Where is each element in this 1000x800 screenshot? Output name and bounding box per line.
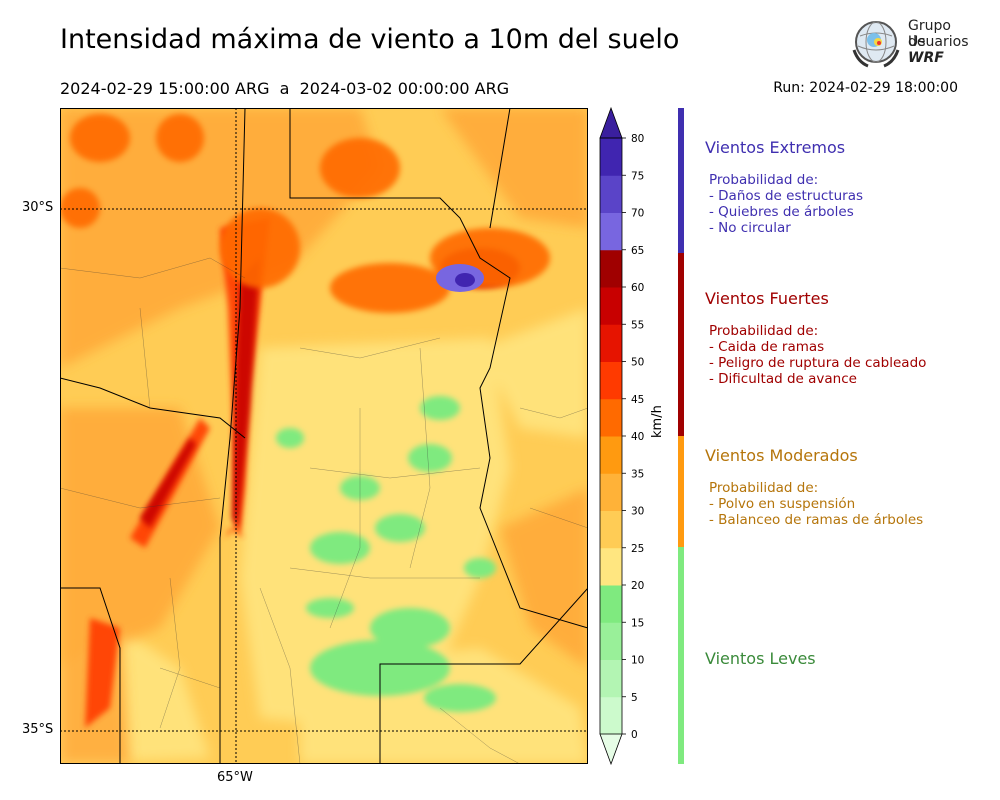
colorbar-segment	[600, 249, 622, 288]
run-timestamp: Run: 2024-02-29 18:00:00	[773, 80, 958, 96]
lon-label-65w: 65°W	[217, 770, 253, 785]
colorbar-unit: km/h	[650, 405, 665, 438]
legend-bar-moderados	[678, 436, 684, 547]
logo-text-line3: WRF	[908, 50, 944, 66]
colorbar-tick-label: 25	[631, 543, 644, 555]
colorbar-tick-label: 70	[631, 208, 644, 220]
category-item: - Peligro de ruptura de cableado	[709, 355, 927, 371]
colorbar-tick-label: 20	[631, 580, 644, 592]
category-title-fuertes: Vientos Fuertes	[705, 289, 829, 308]
legend-bar-leves	[678, 547, 684, 764]
colorbar-tick-label: 5	[631, 692, 638, 704]
category-intro: Probabilidad de:	[709, 480, 819, 496]
wind-map	[60, 108, 588, 764]
colorbar-tick-label: 30	[631, 506, 644, 518]
colorbar-segment	[600, 659, 622, 698]
colorbar-tick-label: 10	[631, 655, 644, 667]
colorbar-tick-label: 40	[631, 431, 644, 443]
logo-text-line1: Grupo de	[908, 18, 951, 50]
colorbar-tick-label: 35	[631, 468, 644, 480]
category-item: - Quiebres de árboles	[709, 204, 854, 220]
colorbar-segment	[600, 547, 622, 586]
category-title-leves: Vientos Leves	[705, 649, 816, 668]
colorbar-tick-label: 75	[631, 170, 644, 182]
colorbar-segment	[600, 622, 622, 660]
category-item: - Daños de estructuras	[709, 188, 864, 204]
category-title-moderados: Vientos Moderados	[705, 446, 858, 465]
colorbar-segment	[600, 175, 622, 213]
graticule	[60, 108, 588, 764]
lat-label-30s: 30°S	[22, 200, 54, 215]
category-title-extremos: Vientos Extremos	[705, 138, 846, 157]
colorbar-segment	[600, 324, 622, 362]
category-item: - No circular	[709, 220, 791, 236]
colorbar-segment	[600, 361, 622, 400]
colorbar-extend-min	[599, 733, 623, 766]
colorbar-segment	[600, 436, 622, 474]
colorbar-tick-label: 45	[631, 394, 644, 406]
colorbar-segment	[600, 473, 622, 511]
category-intro: Probabilidad de:	[709, 172, 819, 188]
colorbar-segment	[600, 398, 622, 437]
valid-period: 2024-02-29 15:00:00 ARG a 2024-03-02 00:…	[60, 79, 510, 98]
legend-bar-fuertes	[678, 253, 684, 436]
colorbar-segment	[600, 287, 622, 325]
lat-label-35s: 35°S	[22, 722, 54, 737]
category-desc-fuertes: Probabilidad de: - Caida de ramas - Peli…	[709, 323, 926, 387]
department-boundaries	[60, 257, 588, 764]
category-item: - Balanceo de ramas de árboles	[709, 512, 924, 528]
category-desc-moderados: Probabilidad de: - Polvo en suspensión -…	[709, 480, 923, 528]
colorbar-segment	[600, 696, 622, 735]
colorbar-segment	[600, 212, 622, 251]
colorbar-segment	[600, 510, 622, 549]
colorbar-tick-label: 80	[631, 133, 644, 145]
wrf-logo: Grupo de Usuarios WRF	[848, 16, 969, 72]
colorbar-tick-label: 15	[631, 617, 644, 629]
colorbar-tick-label: 60	[631, 282, 644, 294]
colorbar-tick-label: 65	[631, 245, 644, 257]
category-desc-extremos: Probabilidad de: - Daños de estructuras …	[709, 172, 863, 236]
colorbar-tick-label: 50	[631, 357, 644, 369]
colorbar-tick-label: 55	[631, 319, 644, 331]
category-intro: Probabilidad de:	[709, 323, 819, 339]
colorbar-extend-max	[599, 106, 623, 139]
category-item: - Dificultad de avance	[709, 371, 857, 387]
map-title: Intensidad máxima de viento a 10m del su…	[60, 24, 680, 55]
colorbar-segment	[600, 585, 622, 623]
category-item: - Caida de ramas	[709, 339, 825, 355]
legend-bar-extremos	[678, 108, 684, 253]
globe-emblem-icon	[852, 21, 900, 68]
colorbar-segment	[600, 138, 622, 176]
colorbar-tick-label: 0	[631, 729, 638, 741]
category-item: - Polvo en suspensión	[709, 496, 856, 512]
wind-colorbar: 0 5 10 15 20 25 30 35 40 45 50 55 60 65 70 75 80	[599, 106, 644, 766]
logo-text-line2: Usuarios	[908, 34, 969, 50]
